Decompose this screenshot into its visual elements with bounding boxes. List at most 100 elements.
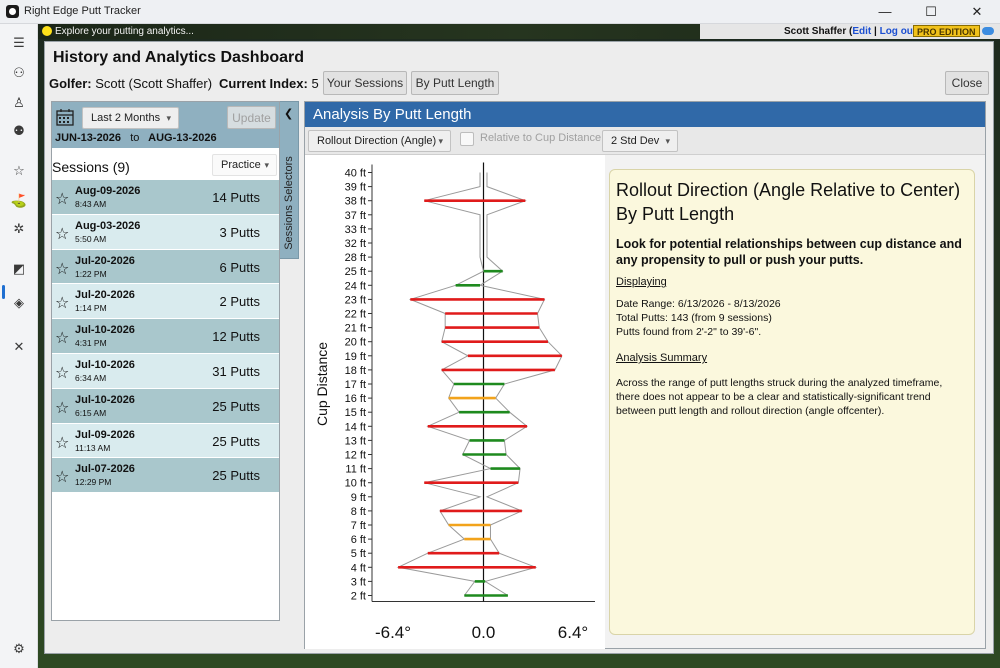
golfer-value: Scott (Scott Shaffer) <box>95 76 213 91</box>
session-date: Jul-09-2026 <box>75 428 135 441</box>
y-tick-label: 3 ft <box>351 576 366 588</box>
your-sessions-button[interactable]: Your Sessions <box>323 71 407 95</box>
close-dashboard-button[interactable]: Close <box>945 71 989 95</box>
maximize-button[interactable]: ☐ <box>925 4 937 19</box>
session-row[interactable]: ☆ Jul-09-2026 11:13 AM 25 Putts <box>52 423 279 459</box>
chevron-down-icon: ▾ <box>438 136 443 146</box>
date-to-word: to <box>130 132 140 144</box>
session-putts: 6 Putts <box>219 259 260 275</box>
session-putts: 12 Putts <box>212 329 260 345</box>
y-tick-label: 7 ft <box>351 520 366 532</box>
session-filter-select[interactable]: Practice ▾ <box>212 154 277 176</box>
favorites-star-icon[interactable]: ☆ <box>13 163 25 178</box>
date-from: JUN-13-2026 <box>55 132 122 144</box>
star-icon[interactable]: ☆ <box>55 399 70 417</box>
chevron-down-icon: ▾ <box>665 136 670 146</box>
session-date: Jul-20-2026 <box>75 254 135 267</box>
session-time: 12:29 PM <box>75 477 112 488</box>
session-time: 6:34 AM <box>75 372 107 383</box>
calendar-icon[interactable] <box>56 108 74 126</box>
session-time: 8:43 AM <box>75 199 107 209</box>
exit-icon[interactable]: ✕ <box>13 339 25 354</box>
golfer-info: Golfer: Scott (Scott Shaffer) <box>49 76 212 91</box>
user-settings-icon[interactable]: ⚇ <box>13 65 25 80</box>
analysis-header: Analysis By Putt Length <box>305 102 985 127</box>
session-time: 4:31 PM <box>75 338 107 349</box>
summary-text: Across the range of putt lengths struck … <box>616 377 943 417</box>
current-index: Current Index: 5 <box>219 76 319 91</box>
sessions-selectors-tab[interactable]: ❮ Sessions Selectors <box>280 101 299 259</box>
range-select-value: Last 2 Months <box>91 112 161 124</box>
y-tick-label: 28 ft <box>345 252 366 264</box>
metric-select[interactable]: Rollout Direction (Angle) ▾ <box>308 130 451 152</box>
star-icon[interactable]: ☆ <box>55 260 70 278</box>
std-dev-select[interactable]: 2 Std Dev ▾ <box>602 130 678 152</box>
star-icon[interactable]: ☆ <box>55 434 70 452</box>
cloud-sync-icon[interactable] <box>982 27 994 35</box>
star-icon[interactable]: ☆ <box>55 225 70 243</box>
gear-icon[interactable]: ⚙ <box>13 641 25 656</box>
app-logo-icon <box>6 5 19 18</box>
y-tick-label: 37 ft <box>345 210 366 222</box>
y-tick-label: 15 ft <box>345 407 366 419</box>
sessions-count: Sessions (9) <box>52 159 130 175</box>
session-row[interactable]: ☆ Aug-09-2026 8:43 AM 14 Putts <box>52 180 279 215</box>
user-switch-icon[interactable]: ⚉ <box>13 123 25 138</box>
edit-link[interactable]: Edit <box>852 26 872 37</box>
session-row[interactable]: ☆ Jul-20-2026 1:22 PM 6 Putts <box>52 249 279 285</box>
profile-icon[interactable]: ♙ <box>13 95 25 110</box>
star-icon[interactable]: ☆ <box>55 330 70 348</box>
date-to: AUG-13-2026 <box>148 132 217 144</box>
star-icon[interactable]: ☆ <box>55 191 70 208</box>
y-tick-label: 24 ft <box>345 280 366 292</box>
close-window-button[interactable]: ✕ <box>971 4 983 19</box>
info-subtitle: Look for potential relationships between… <box>616 237 962 267</box>
session-row[interactable]: ☆ Jul-20-2026 1:14 PM 2 Putts <box>52 284 279 320</box>
analysis-toolbar: Rollout Direction (Angle) ▾ Relative to … <box>305 127 985 155</box>
y-tick-label: 6 ft <box>351 534 366 546</box>
rollout-chart-svg: Cup Distance 2 ft 3 ft 4 ft 5 ft 6 ft 7 ft 8 ft… <box>305 155 605 649</box>
y-tick-label: 12 ft <box>345 450 366 462</box>
user-info: Scott Shaffer (Edit | Log out) <box>782 26 922 37</box>
active-indicator <box>2 285 5 299</box>
update-button[interactable]: Update <box>227 106 276 129</box>
info-title: Rollout Direction (Angle Relative to Cen… <box>616 180 961 224</box>
y-tick-label: 33 ft <box>345 224 366 236</box>
session-date: Jul-10-2026 <box>75 358 135 371</box>
session-row[interactable]: ☆ Jul-10-2026 6:15 AM 25 Putts <box>52 388 279 424</box>
star-icon[interactable]: ☆ <box>55 364 70 382</box>
minimize-button[interactable]: — <box>878 4 892 19</box>
golfer-label: Golfer: <box>49 76 92 91</box>
dashboard-window: History and Analytics Dashboard Golfer: … <box>44 41 994 654</box>
group-icon[interactable]: ✲ <box>13 221 25 236</box>
session-putts: 25 Putts <box>212 468 260 484</box>
by-putt-length-button[interactable]: By Putt Length <box>411 71 499 95</box>
range-select[interactable]: Last 2 Months ▾ <box>82 107 179 129</box>
session-time: 6:15 AM <box>75 407 107 418</box>
session-row[interactable]: ☆ Jul-10-2026 4:31 PM 12 Putts <box>52 319 279 354</box>
logout-link[interactable]: Log out <box>879 26 917 37</box>
session-row[interactable]: ☆ Aug-03-2026 5:50 AM 3 Putts <box>52 214 279 250</box>
y-tick-label: 18 ft <box>345 365 366 377</box>
layers-icon[interactable]: ◈ <box>14 295 24 310</box>
star-icon[interactable]: ☆ <box>55 469 70 487</box>
session-date: Jul-07-2026 <box>75 463 135 476</box>
star-icon[interactable]: ☆ <box>55 295 70 313</box>
session-row[interactable]: ☆ Jul-07-2026 12:29 PM 25 Putts <box>52 458 279 494</box>
sessions-list: ☆ Aug-09-2026 8:43 AM 14 Putts ☆ Aug-03-2026 5… <box>52 180 279 494</box>
y-tick-label: 39 ft <box>345 182 366 194</box>
x-tick-label: 0.0 <box>472 623 496 642</box>
y-tick-label: 17 ft <box>345 379 366 391</box>
session-time: 11:13 AM <box>75 442 111 453</box>
displaying-heading: Displaying <box>616 276 667 288</box>
y-tick-label: 32 ft <box>345 238 366 250</box>
banner-message: Explore your putting analytics... <box>55 26 194 37</box>
session-row[interactable]: ☆ Jul-10-2026 6:34 AM 31 Putts <box>52 353 279 389</box>
analytics-chart-icon[interactable]: ◩ <box>12 261 26 276</box>
putts-found-line: Putts found from 2'-2" to 39'-6". <box>616 326 762 338</box>
golfer-icon[interactable]: ⛳ <box>10 193 28 208</box>
hamburger-menu-icon[interactable]: ☰ <box>13 35 25 50</box>
index-label: Current Index: <box>219 76 308 91</box>
relative-checkbox[interactable] <box>460 132 474 146</box>
collapse-arrow-icon[interactable]: ❮ <box>284 108 294 120</box>
